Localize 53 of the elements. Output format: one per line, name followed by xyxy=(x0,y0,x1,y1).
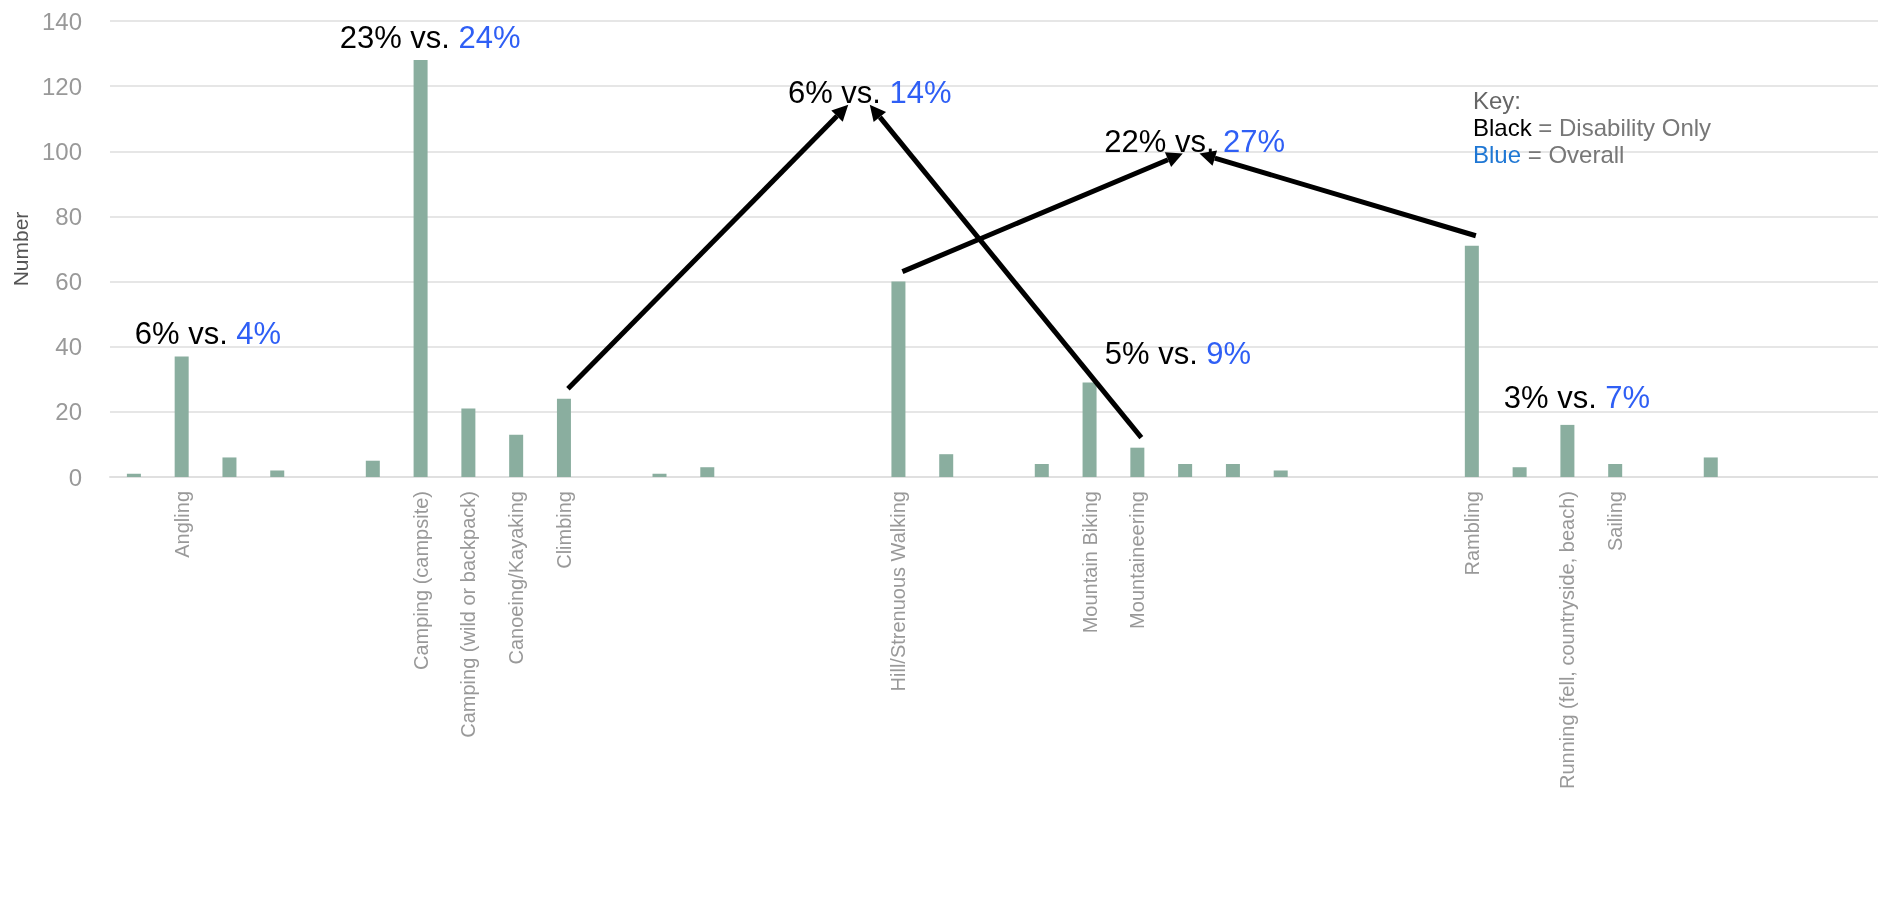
bar xyxy=(700,467,715,477)
y-tick-label: 60 xyxy=(55,268,82,296)
bar xyxy=(1034,463,1049,477)
bar xyxy=(891,281,906,477)
y-tick-label: 120 xyxy=(41,72,82,100)
bar xyxy=(174,356,189,477)
y-tick-label: 40 xyxy=(55,333,82,361)
annotation: 23% vs. 24% xyxy=(339,19,521,55)
bar xyxy=(1608,463,1623,477)
bar xyxy=(556,398,571,477)
y-tick-label: 0 xyxy=(68,463,82,491)
bar xyxy=(1178,463,1193,477)
bar xyxy=(1464,245,1479,477)
x-tick-label: Climbing xyxy=(552,491,575,569)
bar xyxy=(1082,382,1097,477)
bar xyxy=(413,60,428,477)
annotation: 3% vs. 7% xyxy=(1503,379,1651,415)
annotation: Black = Disability Only xyxy=(1473,113,1712,141)
x-tick-label: Hill/Strenuous Walking xyxy=(887,491,910,692)
bar xyxy=(509,434,524,477)
bar xyxy=(1703,457,1718,477)
x-tick-label: Canoeing/Kayaking xyxy=(505,491,528,665)
bar xyxy=(652,473,667,477)
y-tick-label: 140 xyxy=(41,7,82,35)
bar xyxy=(1512,467,1527,477)
x-tick-label: Camping (wild or backpack) xyxy=(457,491,480,738)
y-tick-label: 80 xyxy=(55,202,82,230)
x-tick-label: Angling xyxy=(170,491,193,558)
y-axis-title: Number xyxy=(9,211,33,287)
bar xyxy=(365,460,380,477)
bar xyxy=(126,473,141,477)
y-tick-label: 100 xyxy=(41,137,82,165)
bar xyxy=(1560,424,1575,477)
x-tick-label: Camping (campsite) xyxy=(409,491,432,670)
y-tick-label: 20 xyxy=(55,398,82,426)
x-tick-label: Mountaineering xyxy=(1126,491,1149,629)
annotation: 6% vs. 14% xyxy=(787,75,952,111)
bar xyxy=(461,408,476,477)
annotation: Blue = Overall xyxy=(1473,140,1625,168)
bar xyxy=(939,454,954,477)
bar xyxy=(1130,447,1145,477)
x-tick-label: Sailing xyxy=(1604,491,1627,552)
annotation: Key: xyxy=(1473,86,1522,114)
bar xyxy=(222,457,237,477)
x-tick-label: Running (fell, countryside, beach) xyxy=(1556,491,1579,789)
bar xyxy=(1273,470,1288,477)
annotation: 5% vs. 9% xyxy=(1104,335,1252,371)
bar xyxy=(1225,463,1240,477)
x-tick-label: Rambling xyxy=(1460,491,1483,576)
annotation: 6% vs. 4% xyxy=(134,316,282,352)
x-tick-label: Mountain Biking xyxy=(1078,491,1101,634)
annotation: 22% vs. 27% xyxy=(1104,124,1286,160)
bar xyxy=(270,470,285,477)
